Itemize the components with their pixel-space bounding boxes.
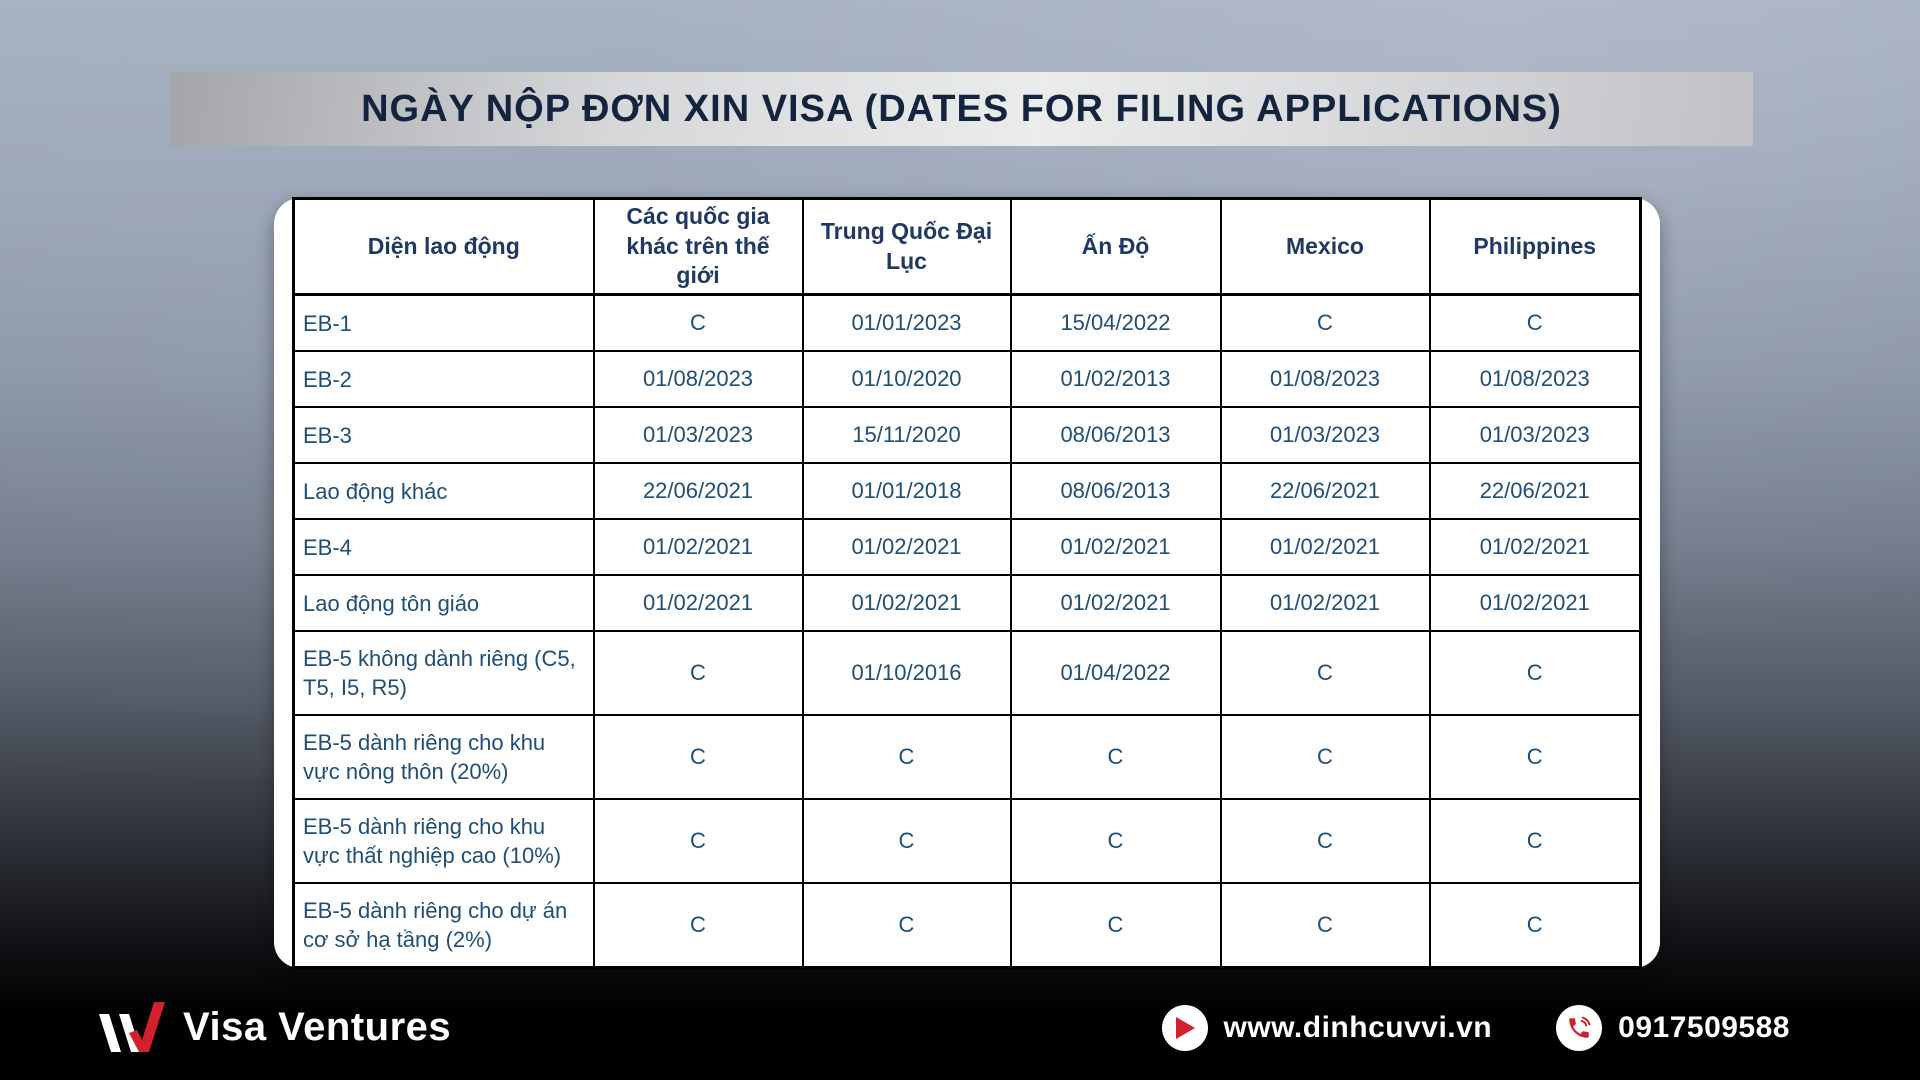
row-label: EB-5 dành riêng cho dự án cơ sở hạ tầng …: [292, 882, 595, 969]
table-cell: 22/06/2021: [1219, 462, 1431, 521]
table-cell: 01/02/2021: [592, 574, 804, 633]
table-row: EB-2 01/08/2023 01/10/2020 01/02/2013 01…: [292, 350, 1642, 409]
row-label: Lao động khác: [292, 462, 595, 521]
table-cell: C: [1219, 714, 1431, 801]
table-cell: 01/02/2021: [1428, 574, 1642, 633]
table-cell: C: [1219, 630, 1431, 717]
table-cell: 15/04/2022: [1009, 293, 1222, 353]
row-label: EB-5 dành riêng cho khu vực nông thôn (2…: [292, 714, 595, 801]
column-header-rest-of-world: Các quốc gia khác trên thế giới: [592, 197, 804, 297]
table-cell: 01/08/2023: [1428, 350, 1642, 409]
table-cell: C: [1009, 882, 1222, 969]
table-cell: 01/01/2018: [801, 462, 1012, 521]
table-cell: 01/02/2021: [801, 574, 1012, 633]
table-cell: C: [592, 293, 804, 353]
table-cell: C: [1428, 798, 1642, 885]
row-label: EB-1: [292, 293, 595, 353]
table-cell: C: [592, 882, 804, 969]
visa-table-card: Diện lao động Các quốc gia khác trên thế…: [274, 196, 1660, 970]
table-cell: 01/02/2021: [1219, 574, 1431, 633]
table-cell: 08/06/2013: [1009, 406, 1222, 465]
row-label: EB-2: [292, 350, 595, 409]
table-cell: C: [592, 630, 804, 717]
column-header-china: Trung Quốc Đại Lục: [801, 197, 1012, 297]
table-row: Lao động tôn giáo 01/02/2021 01/02/2021 …: [292, 574, 1642, 633]
table-cell: 08/06/2013: [1009, 462, 1222, 521]
row-label: EB-3: [292, 406, 595, 465]
column-header-india: Ấn Độ: [1009, 197, 1222, 297]
table-cell: 01/04/2022: [1009, 630, 1222, 717]
row-label: EB-5 không dành riêng (C5, T5, I5, R5): [292, 630, 595, 717]
phone-item: 0917509588: [1556, 1004, 1790, 1051]
table-cell: C: [801, 798, 1012, 885]
table-row: EB-5 dành riêng cho khu vực thất nghiệp …: [292, 798, 1642, 885]
website-item: www.dinhcuvvi.vn: [1161, 1004, 1493, 1051]
table-cell: 22/06/2021: [592, 462, 804, 521]
table-row: EB-4 01/02/2021 01/02/2021 01/02/2021 01…: [292, 518, 1642, 577]
visa-ventures-logo-icon: [95, 1000, 169, 1056]
table-cell: C: [1428, 293, 1642, 353]
table-cell: C: [1428, 882, 1642, 969]
table-cell: C: [801, 882, 1012, 969]
table-cell: 01/10/2020: [801, 350, 1012, 409]
table-cell: C: [1009, 798, 1222, 885]
table-cell: C: [1009, 714, 1222, 801]
table-cell: 01/02/2021: [1009, 518, 1222, 577]
table-cell: C: [1428, 714, 1642, 801]
table-row: EB-3 01/03/2023 15/11/2020 08/06/2013 01…: [292, 406, 1642, 465]
table-cell: C: [801, 714, 1012, 801]
table-cell: 01/02/2013: [1009, 350, 1222, 409]
row-label: Lao động tôn giáo: [292, 574, 595, 633]
table-cell: C: [592, 714, 804, 801]
table-cell: C: [1219, 882, 1431, 969]
table-cell: 01/10/2016: [801, 630, 1012, 717]
table-cell: C: [1219, 293, 1431, 353]
page-title: NGÀY NỘP ĐƠN XIN VISA (DATES FOR FILING …: [361, 87, 1562, 130]
brand-name: Visa Ventures: [183, 1005, 452, 1049]
table-row: EB-1 C 01/01/2023 15/04/2022 C C: [292, 293, 1642, 353]
table-row: EB-5 dành riêng cho dự án cơ sở hạ tầng …: [292, 882, 1642, 969]
table-row: Lao động khác 22/06/2021 01/01/2018 08/0…: [292, 462, 1642, 521]
table-cell: 01/02/2021: [592, 518, 804, 577]
table-cell: 01/02/2021: [1219, 518, 1431, 577]
table-cell: 01/08/2023: [1219, 350, 1431, 409]
phone-text: 0917509588: [1618, 1010, 1790, 1044]
table-cell: 01/03/2023: [1428, 406, 1642, 465]
table-cell: 01/03/2023: [1219, 406, 1431, 465]
table-cell: 22/06/2021: [1428, 462, 1642, 521]
visa-dates-table: Diện lao động Các quốc gia khác trên thế…: [292, 196, 1642, 970]
table-row: EB-5 không dành riêng (C5, T5, I5, R5) C…: [292, 630, 1642, 717]
contact-info: www.dinhcuvvi.vn 0917509588: [1161, 1004, 1790, 1051]
table-header-row: Diện lao động Các quốc gia khác trên thế…: [292, 197, 1642, 297]
play-icon: [1161, 1004, 1208, 1051]
table-cell: 01/02/2021: [1009, 574, 1222, 633]
table-cell: 01/08/2023: [592, 350, 804, 409]
column-header-category: Diện lao động: [292, 197, 595, 297]
table-row: EB-5 dành riêng cho khu vực nông thôn (2…: [292, 714, 1642, 801]
table-cell: C: [592, 798, 804, 885]
table-cell: 01/03/2023: [592, 406, 804, 465]
table-cell: C: [1219, 798, 1431, 885]
table-cell: 01/01/2023: [801, 293, 1012, 353]
row-label: EB-5 dành riêng cho khu vực thất nghiệp …: [292, 798, 595, 885]
table-cell: 01/02/2021: [1428, 518, 1642, 577]
table-cell: C: [1428, 630, 1642, 717]
column-header-mexico: Mexico: [1219, 197, 1431, 297]
table-cell: 15/11/2020: [801, 406, 1012, 465]
table-cell: 01/02/2021: [801, 518, 1012, 577]
footer: Visa Ventures www.dinhcuvvi.vn 091750958…: [0, 975, 1920, 1080]
website-text: www.dinhcuvvi.vn: [1223, 1010, 1493, 1044]
title-banner: NGÀY NỘP ĐƠN XIN VISA (DATES FOR FILING …: [170, 72, 1753, 146]
row-label: EB-4: [292, 518, 595, 577]
column-header-philippines: Philippines: [1428, 197, 1642, 297]
brand-logo: Visa Ventures: [95, 1000, 451, 1056]
phone-icon: [1556, 1004, 1603, 1051]
